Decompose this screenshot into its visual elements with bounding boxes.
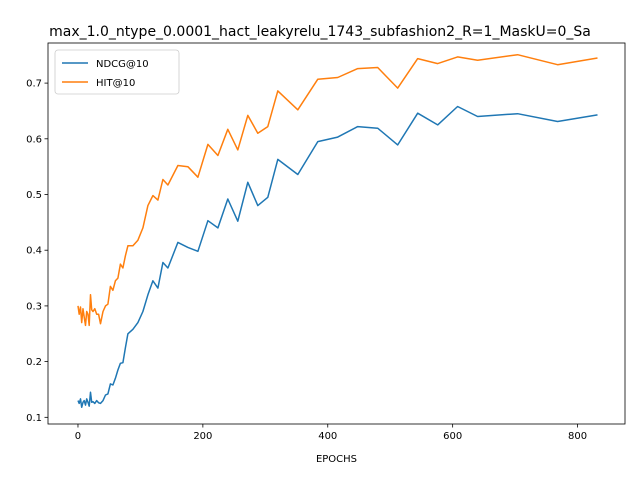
series-line-1 [77, 105, 598, 409]
legend: NDCG@10 HIT@10 [54, 49, 180, 95]
y-tick-label: 0.7 [26, 79, 42, 90]
legend-entry: HIT@10 [96, 78, 135, 89]
x-tick-label: 0 [75, 431, 81, 442]
x-axis-ticks: 0 200 400 600 800 [75, 424, 587, 442]
x-tick-label: 800 [568, 431, 587, 442]
x-tick-label: 200 [193, 431, 212, 442]
x-tick-label: 400 [318, 431, 337, 442]
series-layer [77, 53, 598, 409]
y-axis-ticks: 0.1 0.2 0.3 0.4 0.5 0.6 0.7 [26, 79, 48, 424]
series-line-2 [77, 53, 598, 327]
legend-box [54, 49, 180, 95]
y-tick-label: 0.3 [26, 301, 42, 312]
chart-title: max_1.0_ntype_0.0001_hact_leakyrelu_1743… [49, 24, 591, 40]
y-tick-label: 0.1 [26, 413, 42, 424]
plot-frame [47, 42, 626, 425]
x-axis-label: EPOCHS [316, 454, 357, 465]
legend-entry: NDCG@10 [96, 59, 149, 70]
x-tick-label: 600 [443, 431, 462, 442]
y-tick-label: 0.5 [26, 190, 42, 201]
y-tick-label: 0.2 [26, 357, 42, 368]
y-tick-label: 0.4 [26, 246, 42, 257]
y-tick-label: 0.6 [26, 134, 42, 145]
